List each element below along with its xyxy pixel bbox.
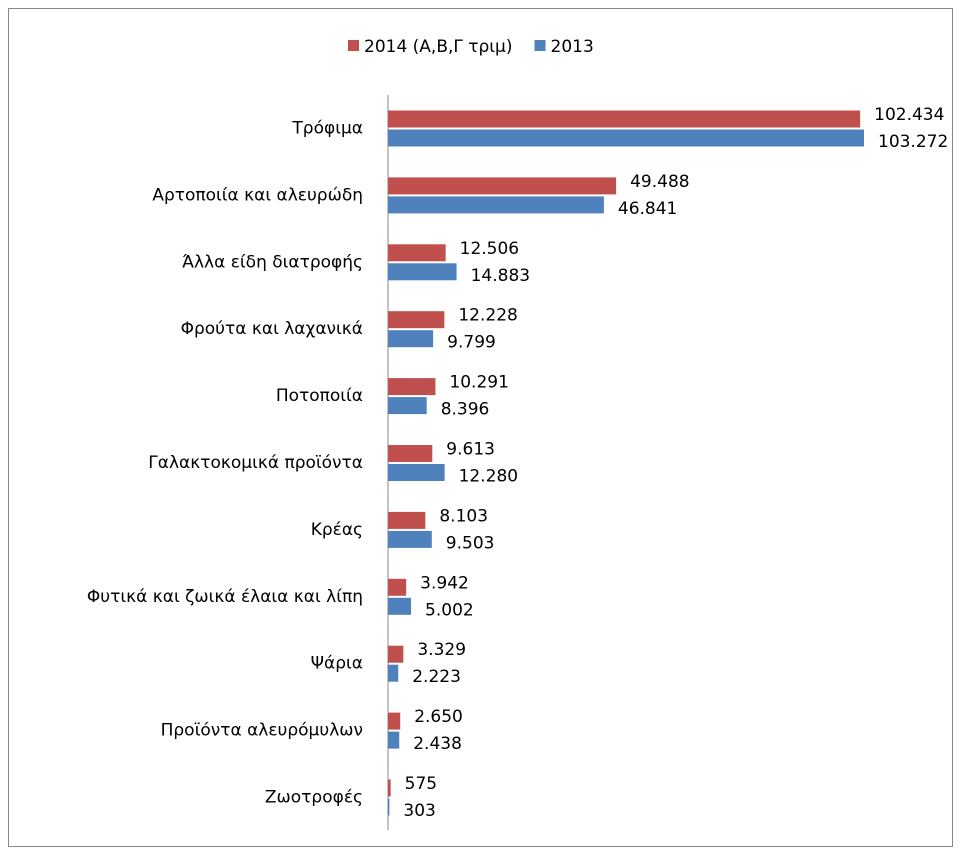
data-label: 9.503 <box>446 533 495 553</box>
data-label: 2.438 <box>413 734 462 754</box>
bar <box>388 464 445 481</box>
bar <box>388 597 412 615</box>
bar <box>388 664 399 682</box>
data-label: 14.883 <box>471 266 530 286</box>
data-label: 8.103 <box>439 506 488 526</box>
bar <box>388 779 391 797</box>
data-label: 303 <box>403 801 435 821</box>
bar <box>388 397 427 415</box>
legend-label: 2014 (Α,Β,Γ τριμ) <box>364 37 513 57</box>
bar <box>388 511 426 529</box>
bar <box>388 445 433 462</box>
category-label: Ζωοτροφές <box>265 788 363 808</box>
category-label: Γαλακτοκομικά προϊόντα <box>148 453 363 473</box>
data-label: 12.506 <box>460 239 519 259</box>
category-label: Φρούτα και λαχανικά <box>181 319 363 339</box>
category-label: Άλλα είδη διατροφής <box>182 252 363 272</box>
data-label: 2.650 <box>414 707 463 727</box>
bar <box>388 378 436 396</box>
bar <box>388 129 864 147</box>
bar <box>388 578 407 596</box>
data-label: 46.841 <box>618 199 677 219</box>
data-label: 575 <box>405 774 437 794</box>
category-label: Ψάρια <box>311 654 363 674</box>
data-label: 10.291 <box>449 373 508 393</box>
bar <box>388 311 445 329</box>
chart-frame <box>8 8 953 847</box>
data-label: 3.942 <box>420 573 469 593</box>
category-label: Αρτοποιία και αλευρώδη <box>152 185 363 205</box>
bar <box>388 177 617 195</box>
bar <box>388 712 401 730</box>
legend-swatch <box>348 40 359 51</box>
bar <box>388 731 400 749</box>
bar <box>388 330 434 348</box>
bar <box>388 196 604 214</box>
data-label: 5.002 <box>425 600 474 620</box>
bar <box>388 244 446 262</box>
data-label: 2.223 <box>412 667 461 687</box>
bar <box>388 110 861 128</box>
bar <box>388 530 432 548</box>
data-label: 12.228 <box>458 306 517 326</box>
bar <box>388 263 457 281</box>
data-label: 3.329 <box>417 640 466 660</box>
legend-swatch <box>534 40 546 51</box>
category-label: Τρόφιμα <box>291 119 363 139</box>
data-label: 9.799 <box>447 333 496 353</box>
legend-label: 2013 <box>551 37 594 57</box>
category-label: Προϊόντα αλευρόμυλων <box>161 721 363 741</box>
category-label: Ποτοποιία <box>276 386 363 406</box>
category-label: Κρέας <box>311 520 363 540</box>
data-label: 103.272 <box>878 132 948 152</box>
data-label: 49.488 <box>630 172 689 192</box>
category-label: Φυτικά και ζωικά έλαια και λίπη <box>87 587 363 607</box>
data-label: 8.396 <box>441 400 490 420</box>
bar <box>388 645 404 663</box>
data-label: 12.280 <box>459 467 518 487</box>
bar <box>388 798 390 816</box>
data-label: 9.613 <box>446 440 495 460</box>
data-label: 102.434 <box>874 105 944 125</box>
